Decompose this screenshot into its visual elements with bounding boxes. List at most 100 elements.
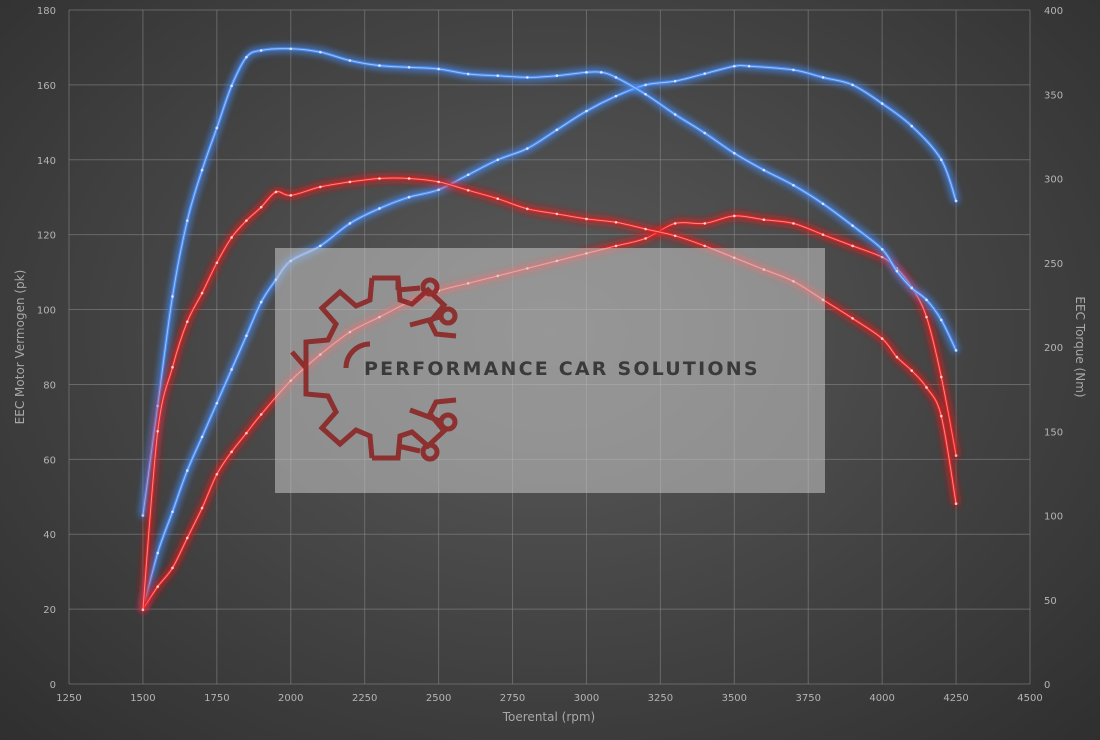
data-point: [141, 608, 145, 612]
data-point: [378, 207, 381, 210]
data-point: [792, 222, 795, 225]
x-tick-label: 2000: [278, 693, 303, 704]
data-point: [644, 92, 647, 96]
data-point: [673, 113, 677, 116]
data-point: [215, 126, 219, 130]
data-point: [925, 298, 928, 302]
data-point: [289, 47, 293, 51]
data-point: [230, 368, 233, 371]
y-right-tick-label: 250: [1044, 259, 1063, 270]
data-point: [733, 64, 736, 68]
data-point: [851, 224, 854, 227]
data-point: [954, 502, 958, 506]
series-right-2: [141, 47, 958, 518]
data-point: [555, 212, 559, 216]
data-point: [230, 450, 233, 454]
data-point: [466, 72, 470, 76]
data-point: [156, 551, 160, 555]
x-tick-label: 3750: [796, 693, 821, 704]
data-point: [319, 244, 322, 248]
x-tick-label: 3500: [722, 693, 747, 704]
y-right-tick-label: 0: [1044, 680, 1050, 691]
data-point: [614, 221, 618, 224]
data-point: [673, 234, 677, 238]
data-point: [437, 188, 440, 192]
data-point: [880, 337, 884, 340]
data-point: [747, 64, 751, 68]
data-point: [215, 473, 219, 476]
data-point: [200, 435, 204, 439]
data-point: [939, 414, 943, 418]
data-point: [925, 315, 928, 319]
data-point: [644, 237, 647, 240]
data-point: [466, 173, 470, 177]
data-point: [555, 74, 559, 78]
data-point: [200, 291, 204, 295]
data-point: [185, 469, 189, 472]
y-right-tick-label: 350: [1044, 90, 1063, 101]
y-right-tick-label: 300: [1044, 175, 1063, 186]
data-point: [319, 185, 322, 189]
data-point: [526, 207, 529, 211]
x-tick-label: 2750: [500, 693, 525, 704]
data-point: [585, 109, 588, 113]
data-point: [378, 64, 381, 67]
data-point: [555, 128, 559, 132]
data-point: [407, 65, 411, 69]
x-tick-label: 4250: [943, 693, 968, 704]
data-point: [348, 59, 352, 62]
axis-ticks: 1250 1500 1750 2000 2250 2500 2750 3000 3250 3500…: [37, 6, 1063, 704]
data-point: [230, 236, 233, 239]
data-point: [644, 227, 647, 231]
data-point: [496, 158, 500, 162]
data-point: [466, 188, 470, 192]
data-point: [895, 355, 899, 359]
data-point: [378, 177, 381, 180]
data-point: [703, 72, 707, 75]
data-point: [821, 233, 825, 236]
data-point: [762, 168, 766, 172]
data-point: [407, 177, 411, 180]
x-tick-label: 4000: [869, 693, 894, 704]
series-lines: [141, 47, 958, 612]
data-point: [245, 219, 248, 222]
y-left-tick-label: 60: [43, 455, 56, 466]
data-point: [821, 76, 825, 79]
data-point: [245, 334, 248, 338]
data-point: [673, 222, 677, 225]
y-left-tick-label: 160: [37, 81, 56, 92]
data-point: [274, 190, 278, 194]
data-point: [792, 68, 795, 72]
data-point: [733, 214, 736, 218]
series-line-core: [142, 64, 957, 610]
data-point: [939, 318, 943, 322]
data-point: [200, 506, 204, 510]
data-point: [614, 244, 618, 248]
data-point: [185, 320, 189, 324]
data-point: [348, 222, 352, 225]
data-point: [939, 158, 943, 162]
gear-logo-icon: [290, 275, 458, 462]
data-point: [348, 180, 352, 184]
x-tick-label: 2500: [426, 693, 451, 704]
y-left-tick-label: 120: [37, 231, 56, 242]
data-point: [614, 94, 618, 98]
data-point: [200, 168, 204, 172]
data-point: [733, 151, 736, 155]
y-left-tick-label: 140: [37, 156, 56, 167]
data-point: [703, 222, 707, 225]
y-right-tick-label: 100: [1044, 512, 1063, 523]
data-point: [954, 454, 958, 457]
data-point: [171, 295, 174, 298]
data-point: [259, 300, 263, 304]
y-axis-right-title: EEC Torque (Nm): [1073, 296, 1087, 397]
data-point: [585, 71, 588, 74]
y-right-tick-label: 200: [1044, 343, 1063, 354]
x-axis-title: Toerental (rpm): [502, 710, 595, 724]
data-point: [585, 217, 588, 221]
y-left-tick-label: 40: [43, 530, 56, 541]
data-point: [171, 365, 174, 369]
x-tick-label: 2250: [352, 693, 377, 704]
data-point: [259, 413, 263, 416]
